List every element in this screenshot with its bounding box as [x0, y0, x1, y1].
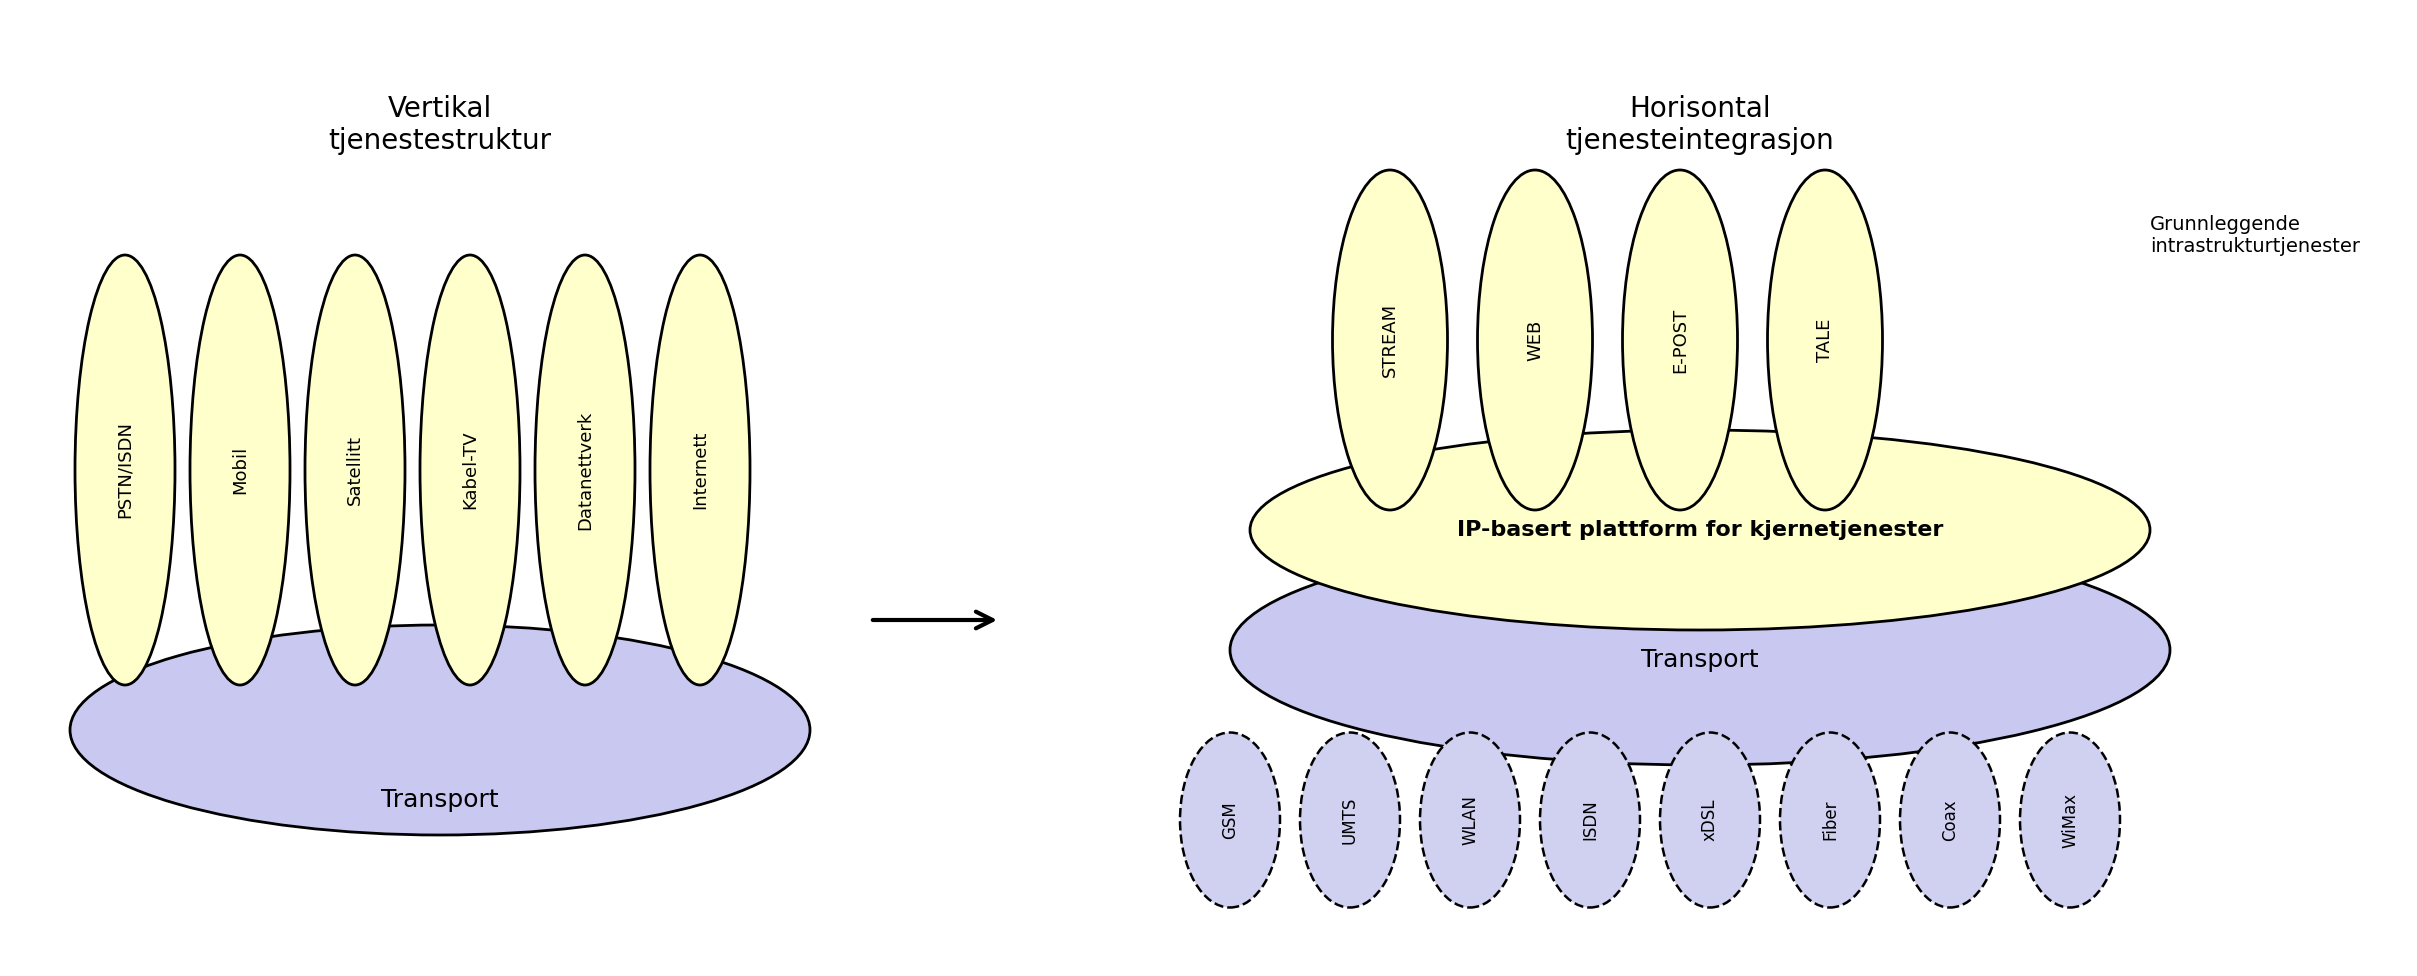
- Ellipse shape: [1900, 733, 1999, 908]
- Ellipse shape: [1477, 170, 1593, 510]
- Ellipse shape: [534, 255, 636, 685]
- Text: UMTS: UMTS: [1341, 796, 1358, 843]
- Ellipse shape: [75, 255, 174, 685]
- Text: STREAM: STREAM: [1380, 303, 1399, 377]
- Text: Kabel-TV: Kabel-TV: [462, 430, 479, 509]
- Ellipse shape: [2021, 733, 2120, 908]
- Ellipse shape: [1250, 430, 2151, 630]
- Ellipse shape: [650, 255, 749, 685]
- Ellipse shape: [1767, 170, 1883, 510]
- Text: xDSL: xDSL: [1702, 798, 1718, 841]
- Ellipse shape: [1421, 733, 1520, 908]
- Ellipse shape: [1332, 170, 1448, 510]
- Ellipse shape: [1779, 733, 1880, 908]
- Text: E-POST: E-POST: [1670, 307, 1689, 373]
- Ellipse shape: [1540, 733, 1641, 908]
- Text: Vertikal
tjenestestruktur: Vertikal tjenestestruktur: [329, 95, 551, 155]
- Text: WLAN: WLAN: [1460, 795, 1479, 845]
- Ellipse shape: [191, 255, 290, 685]
- Text: Fiber: Fiber: [1820, 799, 1839, 840]
- Text: WiMax: WiMax: [2062, 793, 2079, 847]
- Text: IP-basert plattform for kjernetjenester: IP-basert plattform for kjernetjenester: [1457, 520, 1943, 540]
- Text: Transport: Transport: [382, 788, 498, 812]
- Ellipse shape: [1622, 170, 1738, 510]
- Text: Internett: Internett: [691, 430, 708, 509]
- Ellipse shape: [1179, 733, 1281, 908]
- Text: Mobil: Mobil: [232, 446, 249, 494]
- Ellipse shape: [421, 255, 520, 685]
- Text: WEB: WEB: [1525, 319, 1544, 360]
- Text: Coax: Coax: [1941, 799, 1960, 840]
- Ellipse shape: [1300, 733, 1399, 908]
- Text: Satellitt: Satellitt: [346, 435, 365, 505]
- Text: GSM: GSM: [1221, 801, 1240, 839]
- Text: ISDN: ISDN: [1581, 799, 1600, 840]
- Text: Datanettverk: Datanettverk: [575, 410, 595, 530]
- Text: TALE: TALE: [1815, 318, 1835, 362]
- Ellipse shape: [1230, 535, 2170, 765]
- Text: PSTN/ISDN: PSTN/ISDN: [116, 422, 133, 518]
- Ellipse shape: [1660, 733, 1760, 908]
- Ellipse shape: [70, 625, 810, 835]
- Text: Horisontal
tjenesteintegrasjon: Horisontal tjenesteintegrasjon: [1566, 95, 1835, 155]
- Text: Grunnleggende
intrastrukturtjenester: Grunnleggende intrastrukturtjenester: [2151, 215, 2359, 256]
- Text: Transport: Transport: [1641, 648, 1760, 672]
- Ellipse shape: [305, 255, 406, 685]
